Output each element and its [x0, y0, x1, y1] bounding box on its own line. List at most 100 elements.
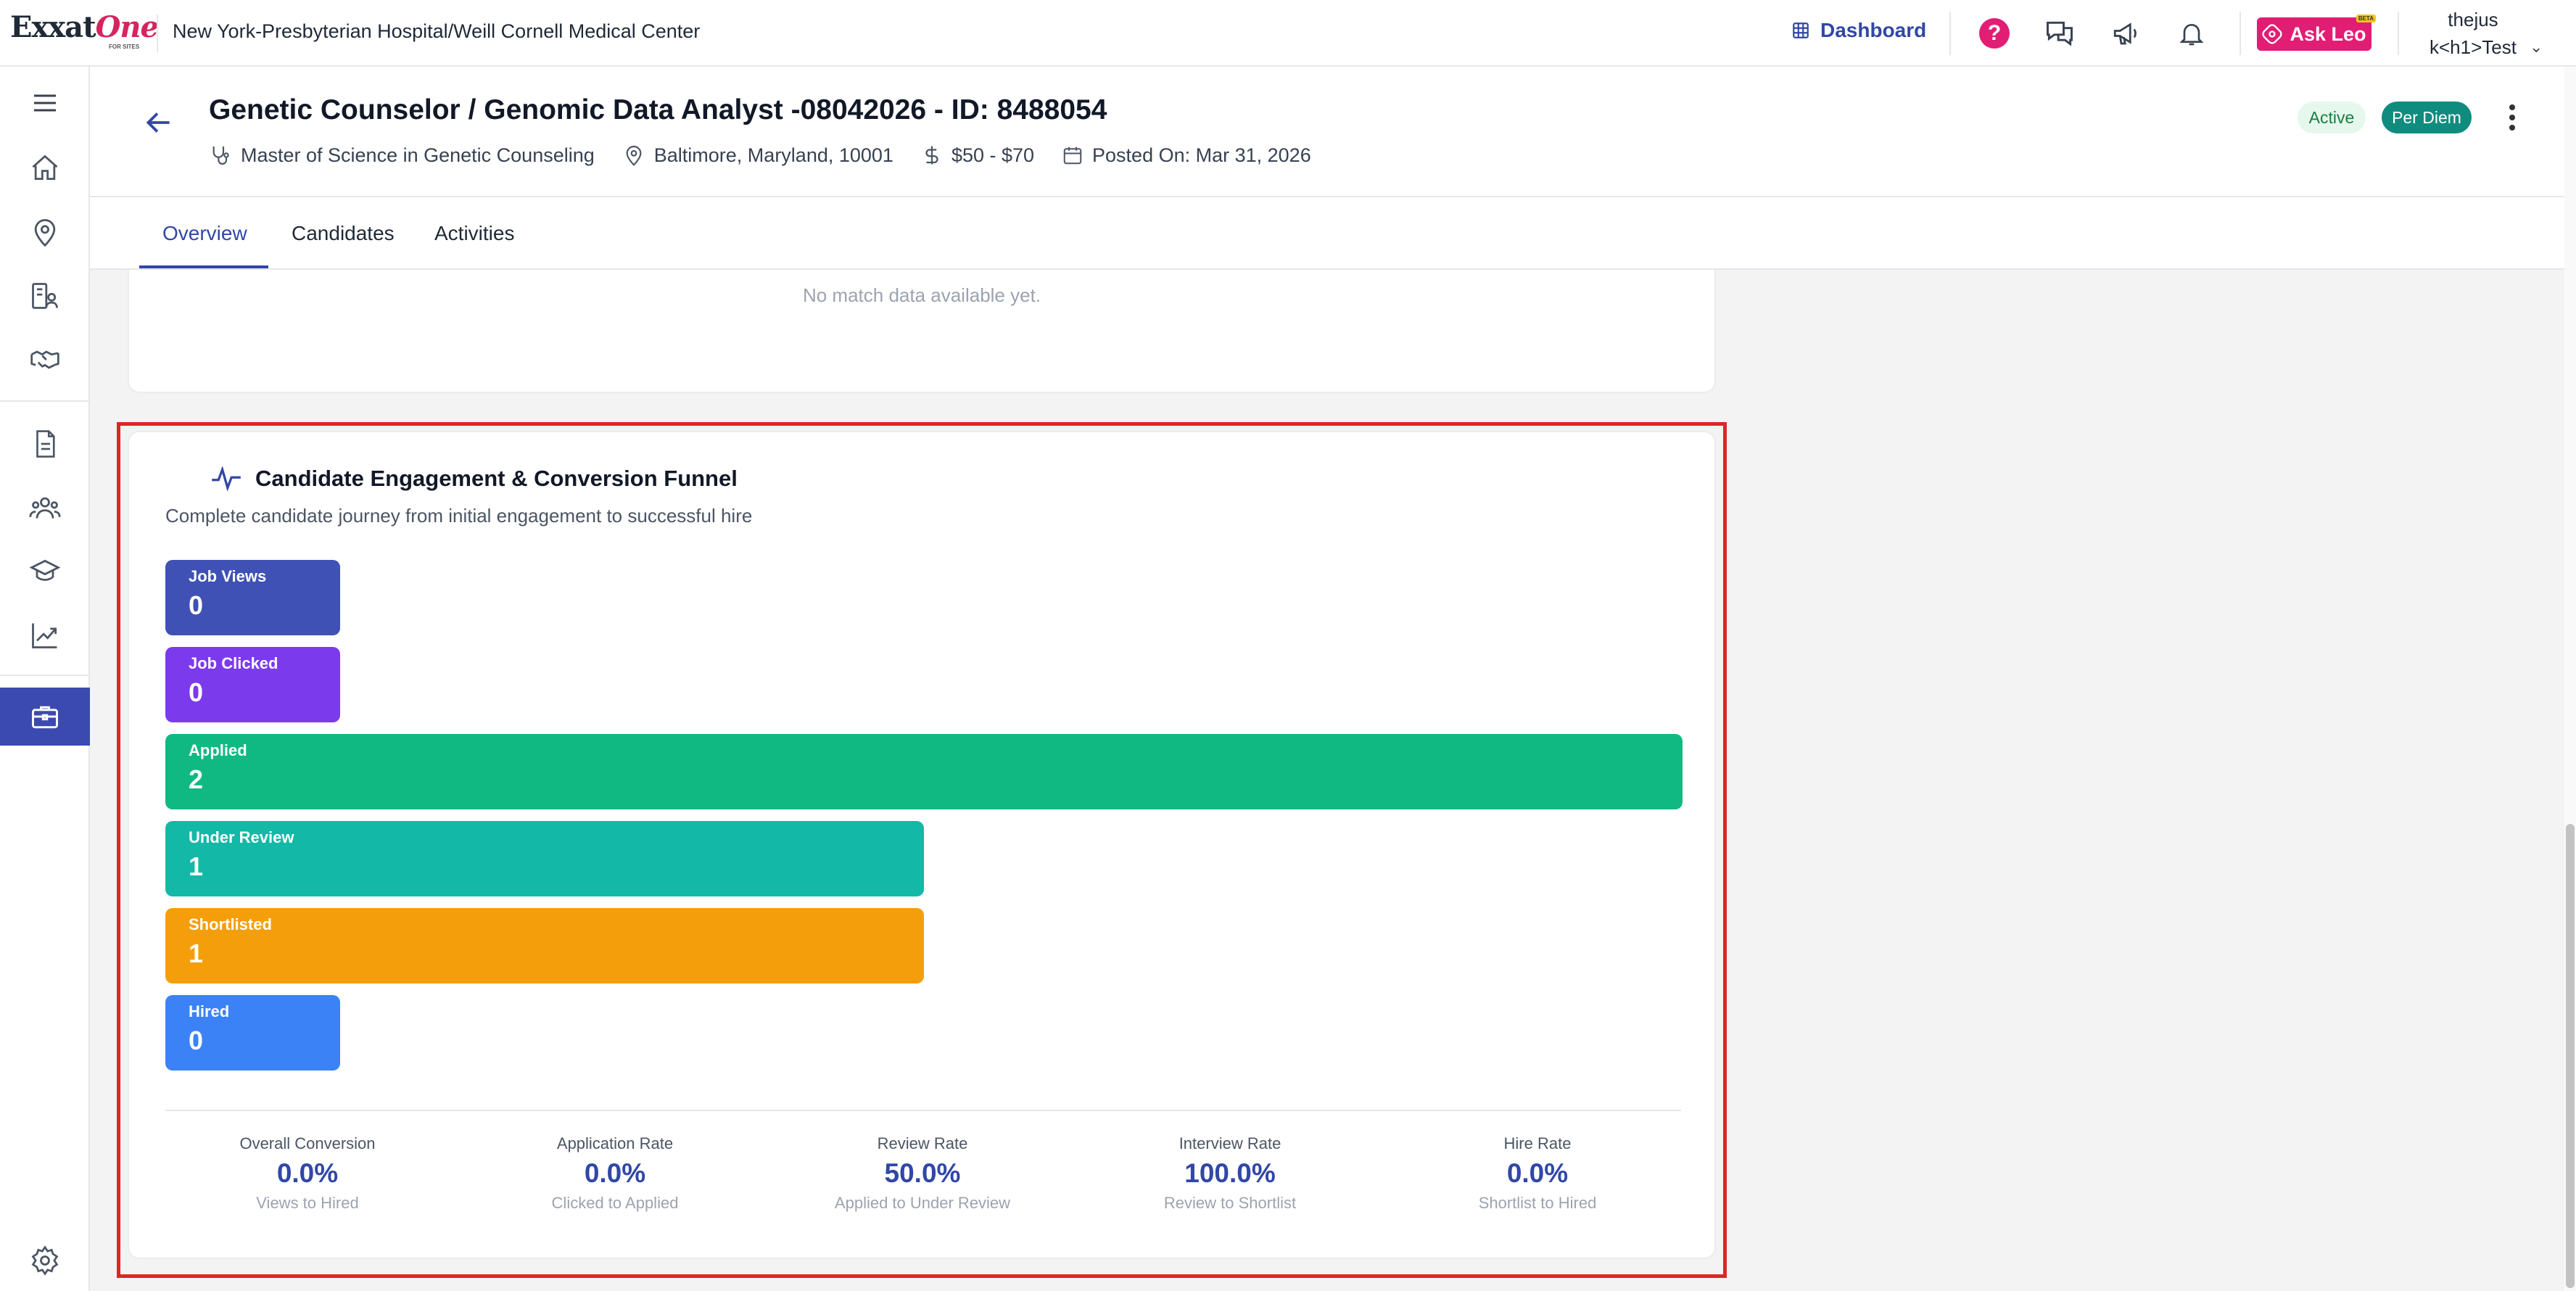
match-card: No match data available yet. — [128, 270, 1716, 393]
job-title: Genetic Counselor / Genomic Data Analyst… — [209, 94, 1107, 125]
job-tabs: Overview Candidates Activities — [90, 197, 2564, 270]
funnel-stage-bar[interactable]: Job Views 0 — [165, 560, 340, 635]
divider — [0, 400, 90, 402]
job-posted-date: Posted On: Mar 31, 2026 — [1092, 144, 1311, 166]
sidebar-item-settings[interactable] — [0, 1232, 90, 1290]
calendar-icon — [1063, 147, 1082, 165]
stat-label: Hire Rate — [1503, 1134, 1572, 1152]
stat-description: Clicked to Applied — [551, 1194, 679, 1212]
stethoscope-icon — [212, 147, 229, 165]
chevron-down-icon[interactable]: ⌄ — [2530, 38, 2543, 56]
divider — [0, 675, 90, 676]
divider — [1949, 12, 1951, 55]
tab-candidates[interactable]: Candidates — [292, 222, 395, 244]
funnel-stage-bar[interactable]: Hired 0 — [165, 995, 340, 1071]
tab-activities[interactable]: Activities — [434, 222, 515, 244]
funnel-card: Candidate Engagement & Conversion Funnel… — [128, 431, 1716, 1259]
highlight-frame — [117, 422, 1727, 1278]
location-pin-icon — [626, 145, 642, 166]
funnel-stage-count: 0 — [189, 677, 204, 707]
job-pay: $50 - $70 — [951, 144, 1035, 166]
funnel-stage-label: Applied — [189, 741, 247, 759]
divider — [2239, 12, 2241, 55]
sidebar-item-locations[interactable] — [0, 203, 90, 261]
job-degree: Master of Science in Genetic Counseling — [241, 144, 595, 166]
user-menu[interactable]: thejus k<h1>Test — [2422, 6, 2524, 61]
funnel-stage-label: Job Clicked — [189, 654, 278, 672]
graduation-cap-icon — [29, 559, 61, 581]
document-icon — [36, 430, 55, 458]
stat-label: Review Rate — [877, 1134, 968, 1152]
funnel-stage-bar[interactable]: Job Clicked 0 — [165, 647, 340, 722]
chat-icon — [2047, 21, 2073, 46]
activity-pulse-icon — [212, 466, 241, 492]
arrow-left-icon — [146, 112, 170, 133]
funnel-title: Candidate Engagement & Conversion Funnel — [210, 466, 738, 492]
funnel-stage-count: 0 — [189, 590, 204, 620]
hospital-name[interactable]: New York-Presbyterian Hospital/Weill Cor… — [173, 20, 701, 42]
stat-value: 0.0% — [584, 1158, 646, 1188]
scrollbar-thumb[interactable] — [2566, 824, 2575, 1288]
user-name: thejus — [2448, 9, 2498, 30]
top-bar: ExxatOne FOR SITES New York-Presbyterian… — [0, 0, 2576, 67]
notifications-button[interactable] — [2174, 16, 2209, 51]
profile-list-icon — [32, 283, 58, 309]
location-pin-icon — [34, 219, 56, 247]
people-icon — [29, 497, 61, 519]
more-options-icon[interactable] — [2498, 99, 2527, 136]
sidebar-menu-toggle[interactable] — [0, 74, 90, 132]
divider — [157, 15, 158, 52]
stat-value: 0.0% — [276, 1158, 339, 1188]
funnel-stage-label: Under Review — [189, 828, 294, 846]
dashboard-label: Dashboard — [1820, 19, 1927, 41]
job-meta: Master of Science in Genetic Counseling … — [209, 144, 1339, 167]
sidebar-item-education[interactable] — [0, 543, 90, 601]
back-button[interactable] — [141, 104, 177, 141]
stat-description: Views to Hired — [256, 1194, 359, 1212]
status-badge: Active — [2298, 102, 2366, 133]
divider — [2398, 12, 2399, 55]
user-org: k<h1>Test — [2430, 36, 2517, 58]
exxat-one-logo[interactable]: ExxatOne FOR SITES — [10, 10, 159, 50]
stat-label: Interview Rate — [1178, 1134, 1281, 1152]
announcements-button[interactable] — [2109, 16, 2144, 51]
chat-button[interactable] — [2042, 16, 2077, 51]
funnel-title-text: Candidate Engagement & Conversion Funnel — [255, 466, 738, 491]
sidebar-item-home[interactable] — [0, 139, 90, 197]
funnel-stage-count: 0 — [189, 1026, 204, 1055]
stat-description: Applied to Under Review — [834, 1194, 1011, 1212]
ask-leo-button[interactable]: Ask Leo BETA — [2257, 15, 2376, 51]
job-location: Baltimore, Maryland, 10001 — [653, 144, 893, 166]
dollar-icon — [925, 146, 938, 165]
job-header: Genetic Counselor / Genomic Data Analyst… — [90, 67, 2564, 197]
funnel-stage-count: 1 — [189, 939, 204, 968]
sidebar-item-jobs[interactable] — [0, 688, 90, 746]
funnel-stage-label: Shortlisted — [189, 915, 272, 933]
conversion-stat: Interview Rate 100.0% Review to Shortlist — [1092, 1133, 1368, 1214]
help-button[interactable]: ? — [1977, 16, 2012, 51]
conversion-stat: Review Rate 50.0% Applied to Under Review — [785, 1133, 1060, 1214]
sidebar-item-partnerships[interactable] — [0, 331, 90, 389]
sidebar — [0, 67, 90, 1291]
sidebar-item-documents[interactable] — [0, 415, 90, 473]
funnel-stage-bar[interactable]: Under Review 1 — [165, 821, 924, 896]
help-icon: ? — [1979, 18, 2010, 49]
empty-state-text: No match data available yet. — [802, 284, 1041, 306]
active-tab-indicator — [139, 265, 268, 268]
grid-icon — [1793, 22, 1809, 38]
sidebar-item-analytics[interactable] — [0, 606, 90, 664]
handshake-icon — [30, 350, 59, 369]
settings-icon — [31, 1245, 59, 1276]
dashboard-link[interactable]: Dashboard — [1791, 19, 1926, 42]
funnel-stage-bar[interactable]: Shortlisted 1 — [165, 908, 924, 983]
tab-overview[interactable]: Overview — [162, 222, 247, 244]
briefcase-icon — [32, 706, 58, 729]
funnel-stage-bar[interactable]: Applied 2 — [165, 734, 1683, 809]
stat-value: 100.0% — [1184, 1158, 1276, 1188]
sidebar-item-profiles[interactable] — [0, 267, 90, 325]
funnel-stage-label: Hired — [189, 1002, 230, 1020]
stat-description: Review to Shortlist — [1163, 1194, 1297, 1212]
stat-label: Application Rate — [556, 1134, 674, 1152]
home-icon — [32, 154, 58, 181]
sidebar-item-people[interactable] — [0, 479, 90, 537]
